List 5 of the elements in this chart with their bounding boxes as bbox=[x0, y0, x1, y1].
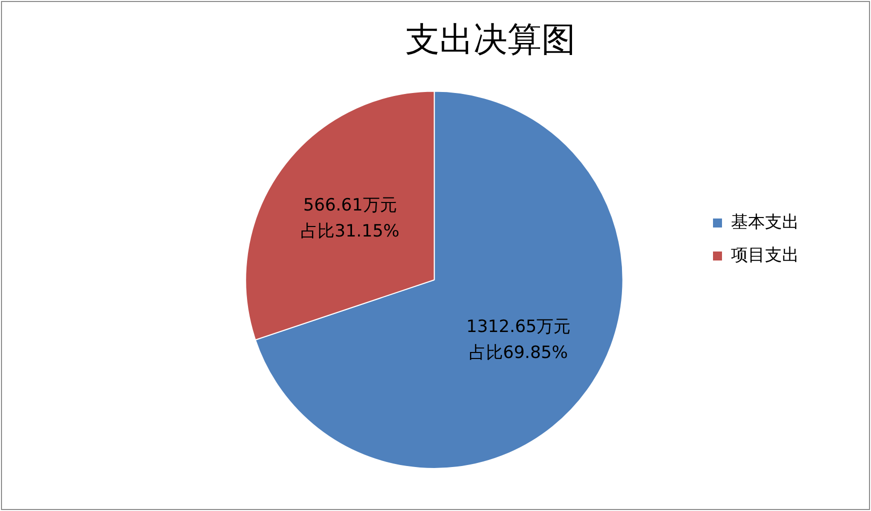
data-label: 1312.65万元占比69.85% bbox=[466, 316, 571, 363]
chart-title: 支出决算图 bbox=[406, 20, 576, 60]
data-label: 566.61万元占比31.15% bbox=[300, 196, 400, 242]
legend-label: 项目支出 bbox=[731, 245, 799, 266]
legend-label: 基本支出 bbox=[731, 212, 799, 232]
